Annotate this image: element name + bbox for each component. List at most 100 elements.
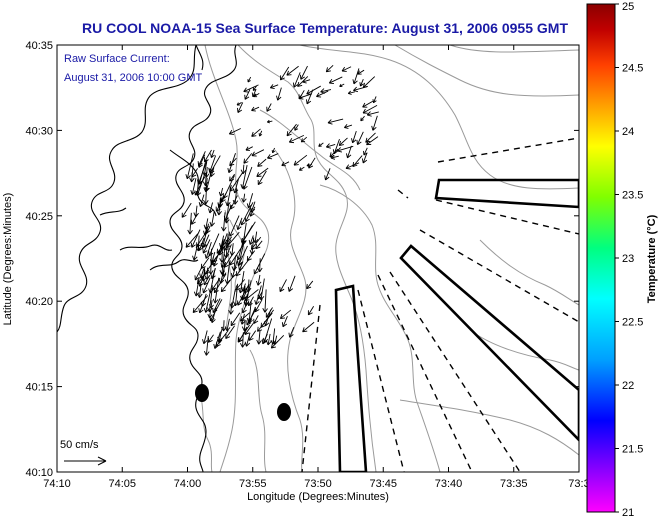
current-vector [269, 84, 279, 90]
current-vector [252, 231, 259, 244]
current-vector [279, 279, 287, 292]
current-vector [244, 332, 251, 347]
x-axis-label: Longitude (Degrees:Minutes) [247, 491, 389, 503]
current-vector [225, 325, 235, 339]
current-vector [270, 335, 285, 349]
current-vector [300, 65, 308, 80]
current-vector [352, 68, 360, 85]
current-vector [339, 83, 345, 88]
current-vector [256, 167, 269, 178]
current-vector [264, 309, 272, 327]
current-vector [326, 143, 336, 149]
current-vector [202, 330, 208, 345]
current-vector [233, 283, 239, 307]
x-tick-label: 74:05 [108, 478, 136, 490]
colorbar-tick-label: 21.5 [622, 444, 643, 456]
current-vector [249, 237, 256, 255]
coastline [57, 45, 237, 472]
current-vector [356, 131, 364, 145]
current-vector [208, 202, 214, 214]
x-tick-label: 73:40 [435, 478, 463, 490]
current-vector [281, 161, 290, 167]
colorbar-tick-label: 25 [622, 1, 634, 13]
current-vector [258, 130, 263, 137]
x-tick-label: 73:45 [369, 478, 397, 490]
current-vector [211, 277, 221, 291]
current-vector [236, 217, 243, 230]
polygon-southeast [399, 244, 579, 442]
current-vector [267, 153, 279, 160]
current-vector [266, 333, 272, 346]
current-vector [247, 76, 252, 83]
current-vector [254, 285, 262, 305]
current-vector [262, 289, 268, 313]
y-axis-label: Latitude (Degrees:Minutes) [2, 193, 14, 326]
current-vector [341, 66, 352, 72]
current-vector [353, 86, 368, 93]
current-vector [247, 296, 254, 307]
boundary-polygons [334, 178, 579, 472]
current-vector [363, 147, 368, 156]
current-vector [256, 330, 262, 345]
current-vector [228, 128, 241, 135]
current-vector [292, 72, 301, 88]
current-vector [236, 240, 245, 266]
current-vector [244, 289, 259, 301]
x-axis: 74:10 74:05 74:00 73:55 73:50 73:45 73:40 73:35… [43, 45, 590, 490]
current-vector [306, 280, 314, 290]
current-vector [302, 321, 315, 333]
current-vector [351, 130, 357, 144]
colorbar-tick-label: 23.5 [622, 190, 643, 202]
current-vector [251, 89, 257, 98]
polygon-east [434, 178, 579, 209]
current-vector [281, 316, 288, 328]
current-vector [242, 166, 253, 190]
current-vector [297, 76, 309, 87]
current-vector [308, 157, 316, 169]
current-vector [191, 168, 198, 178]
current-vector [243, 153, 253, 164]
current-vector [338, 137, 348, 146]
bathymetry-contours [197, 45, 579, 472]
current-vector [229, 157, 237, 167]
current-vector [255, 274, 262, 286]
current-vector [361, 152, 368, 164]
surface-current-vectors [181, 65, 379, 356]
current-vector [257, 258, 263, 273]
current-vector [246, 308, 257, 326]
current-vector [362, 100, 374, 108]
current-vector [324, 168, 331, 181]
station-dot-2 [277, 403, 291, 421]
current-vector [230, 258, 239, 278]
current-vector [288, 134, 305, 144]
current-vector [298, 166, 305, 171]
current-vector [215, 330, 229, 347]
current-vector [251, 149, 265, 157]
x-tick-label: 73:55 [239, 478, 267, 490]
colorbar-tick-label: 21 [622, 507, 634, 518]
scale-arrow [64, 456, 107, 466]
current-vector [258, 278, 265, 301]
current-vector [371, 115, 378, 131]
current-vector [209, 155, 221, 174]
current-vector [266, 103, 272, 112]
current-vector [307, 306, 315, 316]
current-vector [287, 275, 296, 292]
current-vector [221, 212, 227, 232]
current-vector [239, 312, 250, 322]
current-vector [228, 215, 240, 237]
current-vector [210, 268, 216, 280]
current-vector [204, 149, 212, 163]
current-vector [203, 335, 210, 356]
current-vector [192, 295, 209, 313]
current-vector [249, 201, 256, 213]
current-vector [244, 283, 250, 294]
current-vector [279, 309, 292, 320]
current-vector [261, 333, 268, 345]
station-dot-1 [195, 384, 209, 402]
current-vector [204, 267, 211, 280]
current-vector [251, 128, 261, 137]
current-vector [318, 142, 324, 147]
y-tick-label: 40:10 [25, 467, 53, 479]
colorbar-tick-label: 22.5 [622, 317, 643, 329]
